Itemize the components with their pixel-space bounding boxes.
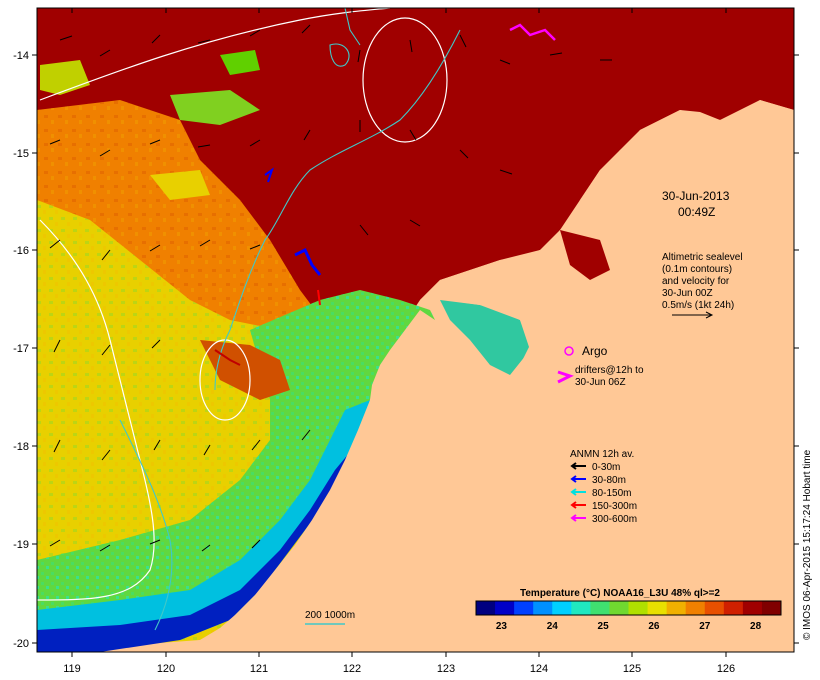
drifters-line-1: drifters@12h to — [575, 365, 644, 376]
anmn-legend-arrow-icon — [570, 462, 586, 470]
anmn-legend: 0-30m 30-80m 80-150m 150-300m 300-600m — [570, 462, 637, 525]
isobath-lines — [119, 8, 461, 631]
sst-field — [37, 8, 794, 652]
colorbar-swatch — [533, 601, 553, 615]
lon-tick-label: 124 — [530, 663, 548, 675]
svg-text:and velocity for: and velocity for — [662, 276, 730, 287]
colorbar-swatch — [514, 601, 534, 615]
lon-tick-label: 126 — [717, 663, 735, 675]
depth-legend-label: 200 1000m — [305, 610, 355, 621]
colorbar-tick-label: 26 — [648, 621, 660, 632]
lat-tick-label: -18 — [13, 441, 29, 453]
colorbar-swatch — [704, 601, 725, 615]
colorbar-tick-label: 24 — [547, 621, 559, 632]
colorbar-swatch — [590, 601, 610, 615]
drifters-line-2: 30-Jun 06Z — [575, 377, 626, 388]
drifter-track-blue — [294, 247, 322, 276]
colorbar-swatch — [628, 601, 649, 615]
sealevel-contours — [37, 8, 448, 601]
svg-text:30-Jun 00Z: 30-Jun 00Z — [662, 288, 713, 299]
anmn-legend-arrow-icon — [570, 501, 586, 509]
colorbar-tick-label: 28 — [750, 621, 762, 632]
coastline-land — [160, 100, 794, 652]
colorbar-swatch — [761, 601, 782, 615]
date-line-1: 30-Jun-2013 — [662, 189, 730, 203]
drifter-track-red — [317, 289, 321, 306]
svg-text:Altimetric sealevel: Altimetric sealevel — [662, 252, 743, 263]
anmn-legend-label: 80-150m — [592, 488, 631, 499]
map-area — [37, 8, 794, 652]
anmn-legend-label: 0-30m — [592, 462, 620, 473]
colorbar-tick-label: 25 — [598, 621, 610, 632]
drifter-legend-icon — [557, 370, 574, 384]
colorbar-tick-label: 27 — [699, 621, 711, 632]
colorbar-swatch — [666, 601, 687, 615]
colorbar-swatch — [723, 601, 744, 615]
colorbar-title: Temperature (°C) NOAA16_L3U 48% ql>=2 — [520, 588, 720, 599]
lon-tick-label: 122 — [343, 663, 361, 675]
anmn-legend-arrow-icon — [570, 488, 586, 496]
longitude-axis: 119 120 121 122 123 124 125 126 — [63, 8, 735, 675]
lon-tick-label: 119 — [63, 663, 81, 675]
lon-tick-label: 120 — [157, 663, 175, 675]
lat-tick-label: -17 — [13, 343, 29, 355]
colorbar-swatch — [742, 601, 763, 615]
time-line-2: 00:49Z — [678, 205, 715, 219]
altimetry-annotation: Altimetric sealevel (0.1m contours) and … — [662, 252, 743, 319]
colorbar-swatch — [552, 601, 572, 615]
lat-tick-label: -19 — [13, 539, 29, 551]
lon-tick-label: 125 — [623, 663, 641, 675]
anmn-legend-arrow-icon — [570, 514, 586, 522]
anmn-legend-arrow-icon — [570, 475, 586, 483]
colorbar-swatch — [685, 601, 706, 615]
velocity-vectors — [49, 24, 612, 552]
map-frame — [36, 7, 795, 653]
lat-tick-label: -14 — [13, 50, 29, 62]
colorbar-swatch — [495, 601, 515, 615]
colorbar: Temperature (°C) NOAA16_L3U 48% ql>=2 23… — [475, 588, 782, 632]
lon-tick-label: 123 — [437, 663, 455, 675]
argo-label: Argo — [582, 344, 608, 358]
scale-arrow — [672, 311, 714, 319]
svg-text:(0.1m contours): (0.1m contours) — [662, 264, 732, 275]
lat-tick-label: -20 — [13, 638, 29, 650]
colorbar-swatch — [476, 601, 496, 615]
lon-tick-label: 121 — [250, 663, 268, 675]
anmn-title: ANMN 12h av. — [570, 449, 634, 460]
anmn-legend-label: 300-600m — [592, 514, 637, 525]
credit-text: © IMOS 06-Apr-2015 15:17:24 Hobart time — [802, 449, 813, 640]
drifter-track — [509, 23, 556, 41]
anmn-legend-label: 150-300m — [592, 501, 637, 512]
lat-tick-label: -15 — [13, 148, 29, 160]
colorbar-swatch — [647, 601, 668, 615]
lat-tick-label: -16 — [13, 245, 29, 257]
argo-marker-icon — [564, 346, 574, 356]
drifter-track-red-2 — [214, 349, 241, 366]
latitude-axis: -14 -15 -16 -17 -18 -19 -20 — [13, 50, 799, 650]
colorbar-tick-label: 23 — [496, 621, 508, 632]
colorbar-swatch — [571, 601, 591, 615]
anmn-legend-label: 30-80m — [592, 475, 626, 486]
drifter-track-blue-2 — [264, 167, 274, 183]
colorbar-swatch — [609, 601, 629, 615]
svg-text:0.5m/s (1kt 24h): 0.5m/s (1kt 24h) — [662, 300, 734, 311]
